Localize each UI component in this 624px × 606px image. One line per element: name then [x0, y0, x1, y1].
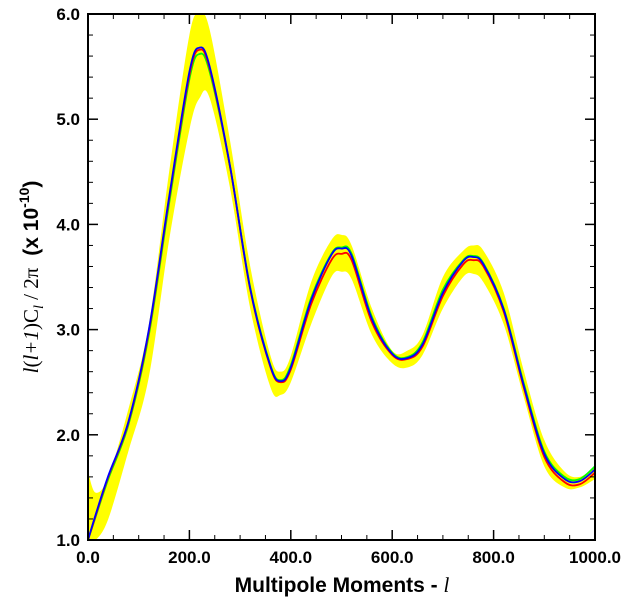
plot-content — [88, 14, 595, 540]
series-line-2 — [88, 48, 595, 540]
y-title-sub: l — [32, 305, 47, 309]
y-title-factor-close: ) — [20, 181, 43, 188]
series-line-1 — [88, 52, 595, 540]
y-title-close: )C — [19, 309, 43, 330]
x-tick-label: 600.0 — [371, 548, 414, 567]
x-tick-label: 400.0 — [270, 548, 313, 567]
axis-ticks: 0.0 200.0 400.0 600.0 800.0 1000.0 1.0 2.0 3.0 4.… — [56, 5, 621, 567]
y-tick-label: 5.0 — [56, 110, 80, 129]
y-tick-label: 2.0 — [56, 426, 80, 445]
y-tick-label: 3.0 — [56, 321, 80, 340]
y-title-ell: l — [19, 367, 43, 373]
x-axis-title: Multipole Moments - l — [235, 573, 450, 597]
series-line-3 — [88, 46, 595, 540]
x-tick-label: 1000.0 — [569, 548, 621, 567]
y-title-ell2: l — [19, 355, 43, 361]
y-title-slash: / 2π — [19, 267, 43, 305]
uncertainty-band — [88, 14, 595, 540]
y-title-plus: +1 — [19, 330, 43, 355]
y-title-exponent: -10 — [16, 187, 32, 207]
x-tick-label: 0.0 — [76, 548, 100, 567]
y-axis-title: l(l+1)Cl / 2π(x 10-10) — [16, 181, 47, 374]
x-axis-title-symbol: l — [443, 573, 449, 597]
y-tick-label: 6.0 — [56, 5, 80, 24]
y-tick-label: 4.0 — [56, 215, 80, 234]
x-axis-title-text: Multipole Moments - — [235, 574, 444, 597]
x-tick-label: 200.0 — [168, 548, 211, 567]
x-tick-label: 800.0 — [472, 548, 515, 567]
y-title-open: ( — [19, 361, 43, 368]
y-title-factor: (x 10 — [20, 208, 43, 256]
plot-frame — [87, 13, 596, 541]
y-tick-label: 1.0 — [56, 531, 80, 550]
